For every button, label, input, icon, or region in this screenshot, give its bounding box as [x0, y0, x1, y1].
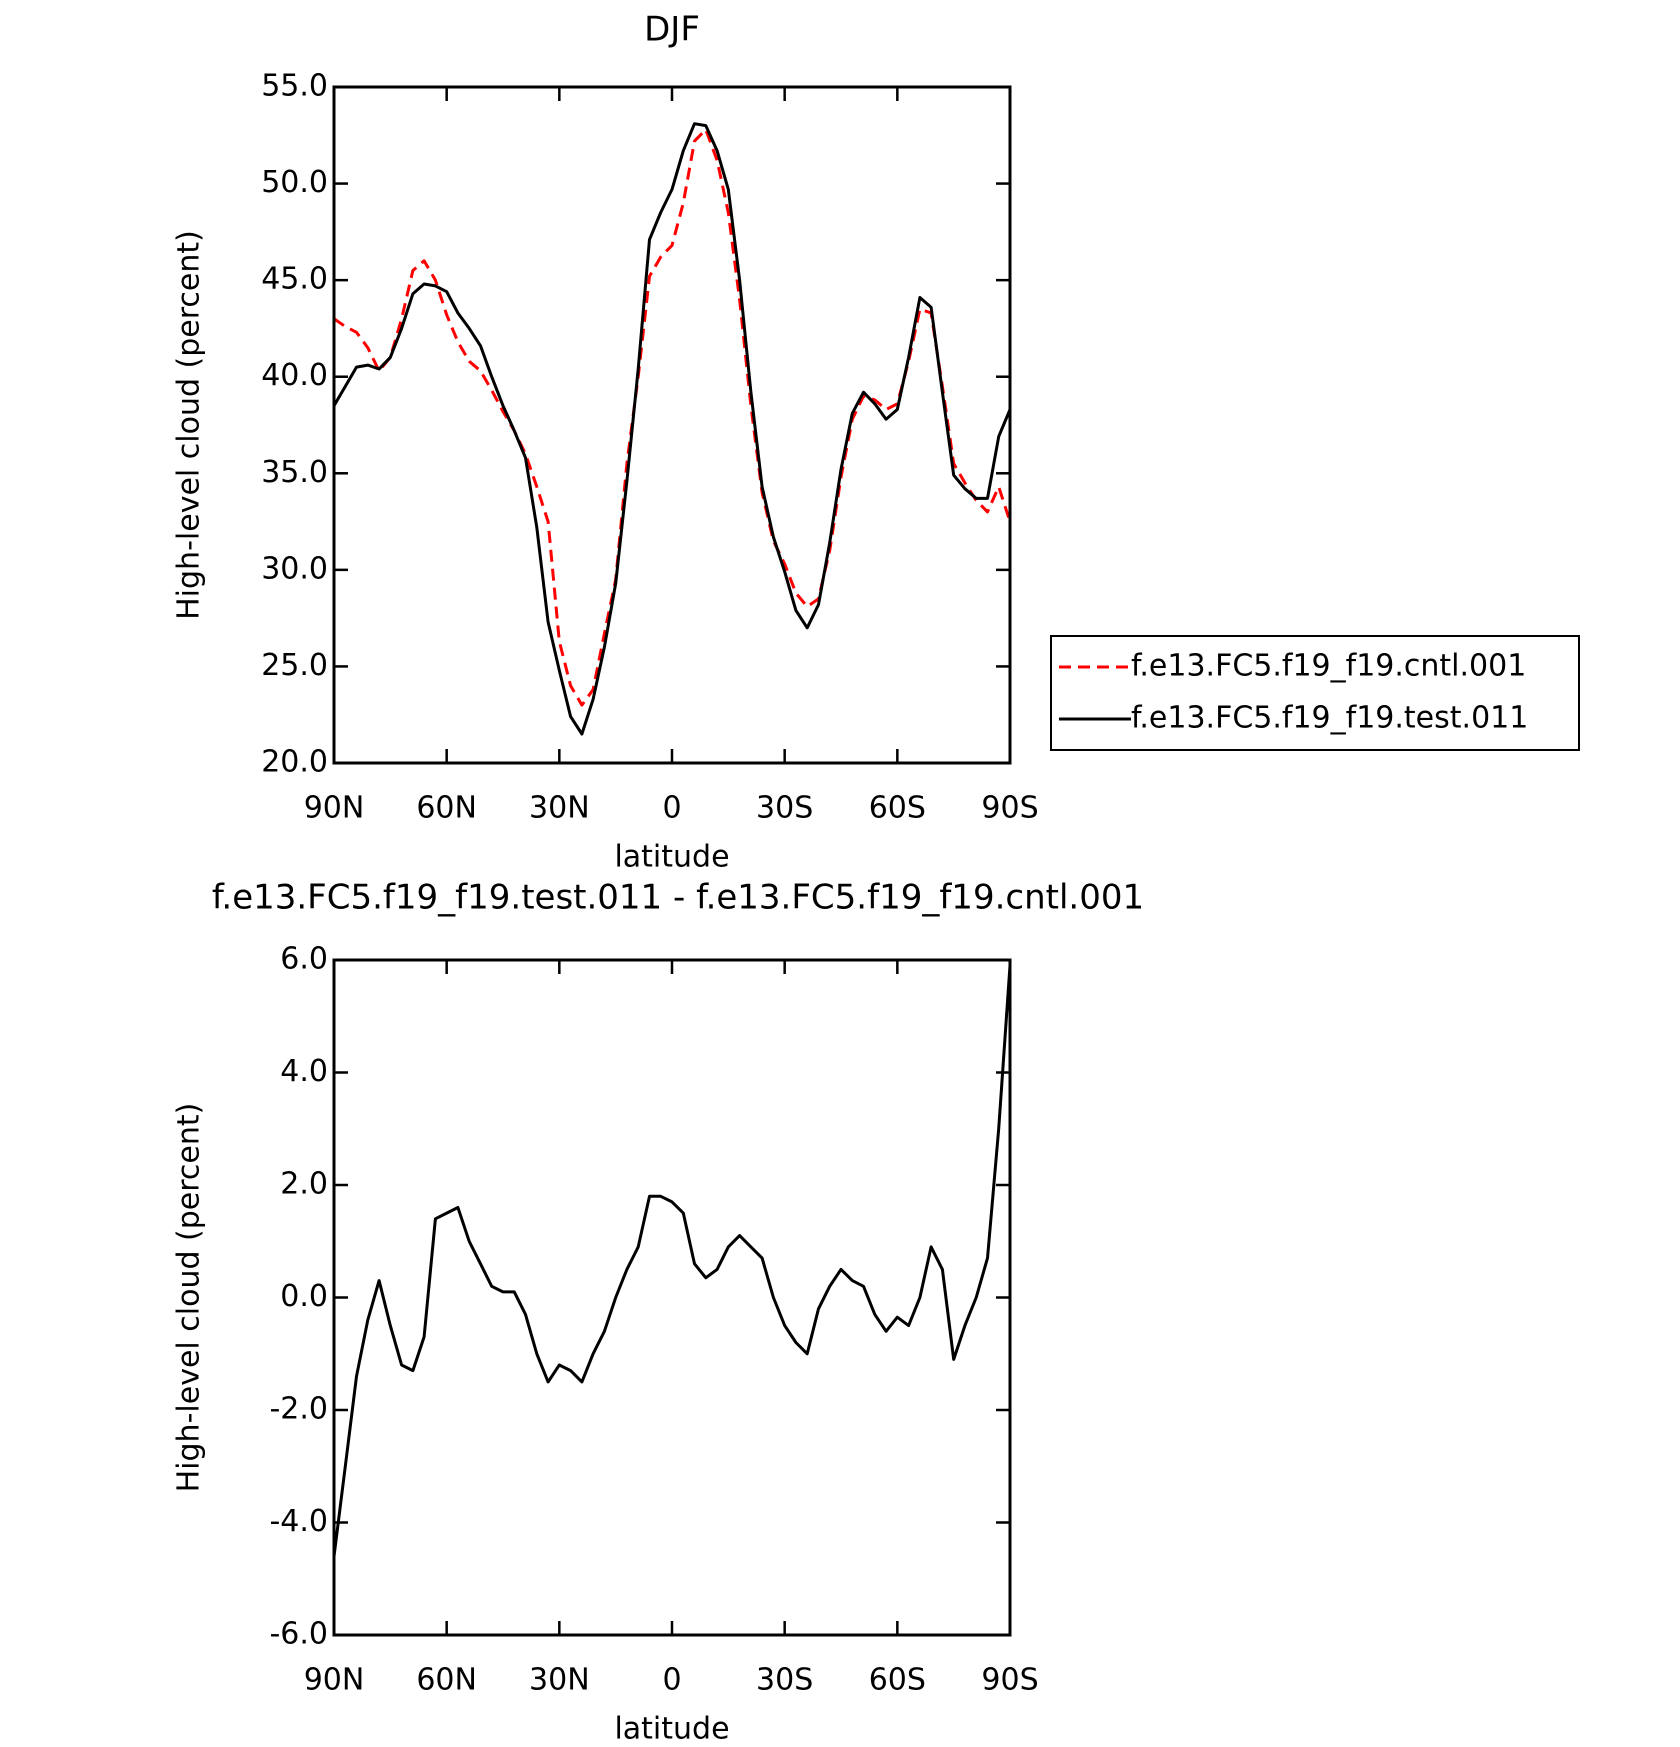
x-tick-label: 60N [416, 1663, 477, 1698]
x-tick-label: 60S [869, 791, 926, 826]
x-tick-label: 30S [756, 791, 813, 826]
x-axis-label: latitude [614, 1712, 729, 1747]
y-axis-label: High-level cloud (percent) [172, 1103, 207, 1493]
plot-frame [332, 958, 1012, 1637]
series-line [332, 965, 1012, 1557]
series-line [332, 122, 1012, 736]
y-tick-label: 40.0 [261, 358, 328, 393]
y-tick-label: -6.0 [269, 1617, 328, 1652]
y-tick-label: 35.0 [261, 455, 328, 490]
x-tick-label: 90N [304, 791, 365, 826]
legend-label: f.e13.FC5.f19_f19.test.011 [1131, 701, 1528, 736]
y-axis-label: High-level cloud (percent) [172, 230, 207, 620]
x-tick-label: 30N [529, 1663, 590, 1698]
y-tick-label: 4.0 [280, 1054, 328, 1089]
series-line [333, 128, 1012, 707]
chart-title: f.e13.FC5.f19_f19.test.011 - f.e13.FC5.f… [212, 878, 1144, 918]
x-tick-label: 90N [304, 1663, 365, 1698]
y-tick-label: 50.0 [261, 165, 328, 200]
x-axis-label: latitude [614, 840, 729, 875]
x-tick-label: 0 [662, 1663, 681, 1698]
x-tick-label: 90S [981, 1663, 1038, 1698]
x-tick-label: 30S [756, 1663, 813, 1698]
y-tick-label: 2.0 [280, 1167, 328, 1202]
y-tick-label: 6.0 [280, 942, 328, 977]
x-tick-label: 0 [662, 791, 681, 826]
legend-box [1050, 635, 1580, 751]
y-tick-label: 30.0 [261, 551, 328, 586]
y-tick-label: 20.0 [261, 745, 328, 780]
x-tick-label: 60N [416, 791, 477, 826]
plot-frame [332, 85, 1012, 765]
chart-title: DJF [644, 10, 700, 50]
y-tick-label: -4.0 [269, 1504, 328, 1539]
y-tick-label: 0.0 [280, 1279, 328, 1314]
y-tick-label: 45.0 [261, 262, 328, 297]
legend-label: f.e13.FC5.f19_f19.cntl.001 [1131, 649, 1526, 684]
y-tick-label: 25.0 [261, 648, 328, 683]
x-tick-label: 30N [529, 791, 590, 826]
x-tick-label: 90S [981, 791, 1038, 826]
y-tick-label: -2.0 [269, 1392, 328, 1427]
x-tick-label: 60S [869, 1663, 926, 1698]
y-tick-label: 55.0 [261, 69, 328, 104]
